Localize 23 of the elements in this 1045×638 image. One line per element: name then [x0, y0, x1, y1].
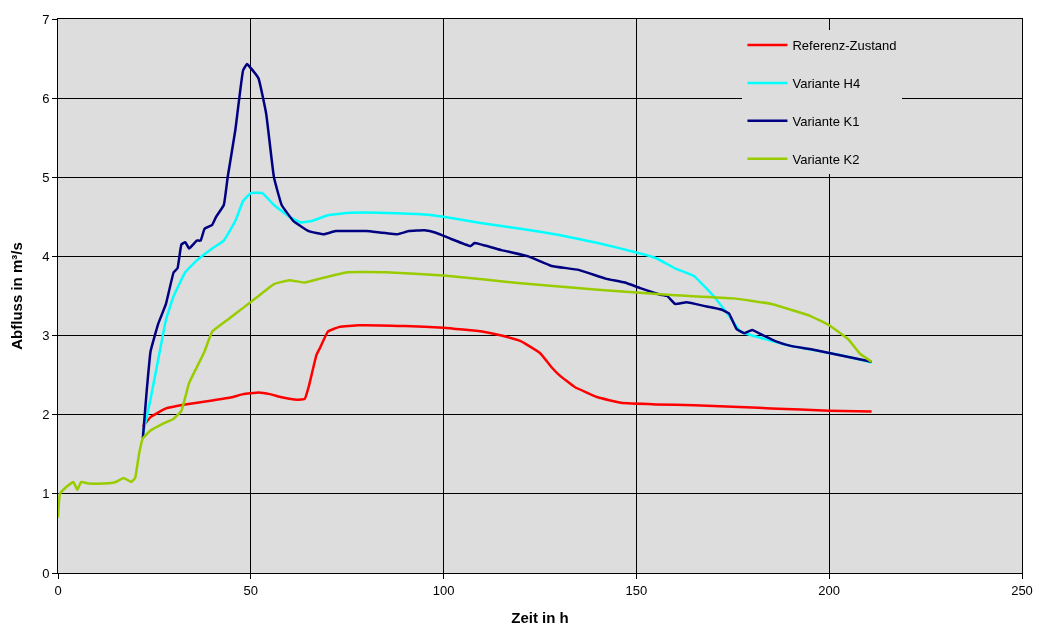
y-tick-label: 0: [42, 565, 50, 581]
y-tick-label: 2: [42, 407, 50, 423]
x-tick-label: 200: [818, 582, 841, 598]
x-tick-label: 50: [243, 582, 259, 598]
x-tick-label: 100: [432, 582, 455, 598]
x-tick-label: 250: [1011, 582, 1033, 598]
legend-label: Referenz-Zustand: [792, 38, 897, 54]
y-tick-label: 4: [42, 248, 50, 264]
x-axis-title: Zeit in h: [511, 608, 569, 626]
x-tick-label: 150: [625, 582, 648, 598]
x-tick-label: 0: [54, 582, 62, 598]
line-series: [141, 324, 873, 428]
y-tick-label: 5: [42, 169, 50, 185]
line-series: [58, 270, 873, 519]
y-tick-label: 3: [42, 328, 50, 344]
legend-label: Variante K2: [792, 151, 860, 167]
y-tick-label: 7: [42, 11, 50, 27]
y-tick-label: 6: [42, 90, 50, 106]
legend-label: Variante H4: [792, 76, 861, 91]
y-axis-title: Abfluss in m³/s: [8, 242, 26, 350]
legend-label: Variante K1: [792, 113, 860, 129]
line-series: [141, 62, 873, 440]
y-tick-label: 1: [42, 486, 50, 502]
